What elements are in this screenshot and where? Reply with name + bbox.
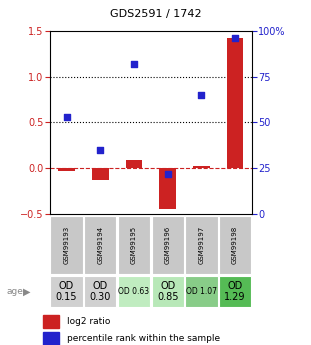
Text: GSM99195: GSM99195 xyxy=(131,226,137,264)
Bar xyxy=(159,168,176,209)
Bar xyxy=(185,216,218,274)
Bar xyxy=(50,276,83,307)
Bar xyxy=(118,216,150,274)
Bar xyxy=(84,216,117,274)
Bar xyxy=(227,38,244,168)
Text: percentile rank within the sample: percentile rank within the sample xyxy=(67,334,220,343)
Text: OD
1.29: OD 1.29 xyxy=(224,281,246,302)
Text: OD
0.30: OD 0.30 xyxy=(90,281,111,302)
Bar xyxy=(43,332,59,345)
Text: GSM99197: GSM99197 xyxy=(198,226,204,264)
Bar xyxy=(151,216,184,274)
Bar xyxy=(219,216,251,274)
Text: OD
0.85: OD 0.85 xyxy=(157,281,179,302)
Point xyxy=(98,147,103,152)
Bar xyxy=(58,168,75,171)
Bar xyxy=(43,315,59,328)
Bar xyxy=(185,276,218,307)
Point xyxy=(132,61,137,67)
Text: ▶: ▶ xyxy=(23,287,31,296)
Bar xyxy=(151,276,184,307)
Bar xyxy=(219,276,251,307)
Point xyxy=(233,36,238,41)
Bar xyxy=(126,160,142,168)
Text: OD 1.07: OD 1.07 xyxy=(186,287,217,296)
Text: OD
0.15: OD 0.15 xyxy=(56,281,77,302)
Bar xyxy=(84,276,117,307)
Text: GSM99198: GSM99198 xyxy=(232,226,238,264)
Bar xyxy=(193,166,210,168)
Point xyxy=(64,114,69,120)
Text: GSM99194: GSM99194 xyxy=(97,226,103,264)
Text: log2 ratio: log2 ratio xyxy=(67,317,110,326)
Bar xyxy=(50,216,83,274)
Text: GDS2591 / 1742: GDS2591 / 1742 xyxy=(110,9,201,19)
Bar xyxy=(92,168,109,180)
Text: GSM99196: GSM99196 xyxy=(165,226,171,264)
Bar xyxy=(118,276,150,307)
Point xyxy=(165,171,170,176)
Text: GSM99193: GSM99193 xyxy=(64,226,70,264)
Text: age: age xyxy=(6,287,23,296)
Text: OD 0.63: OD 0.63 xyxy=(118,287,150,296)
Point xyxy=(199,92,204,98)
